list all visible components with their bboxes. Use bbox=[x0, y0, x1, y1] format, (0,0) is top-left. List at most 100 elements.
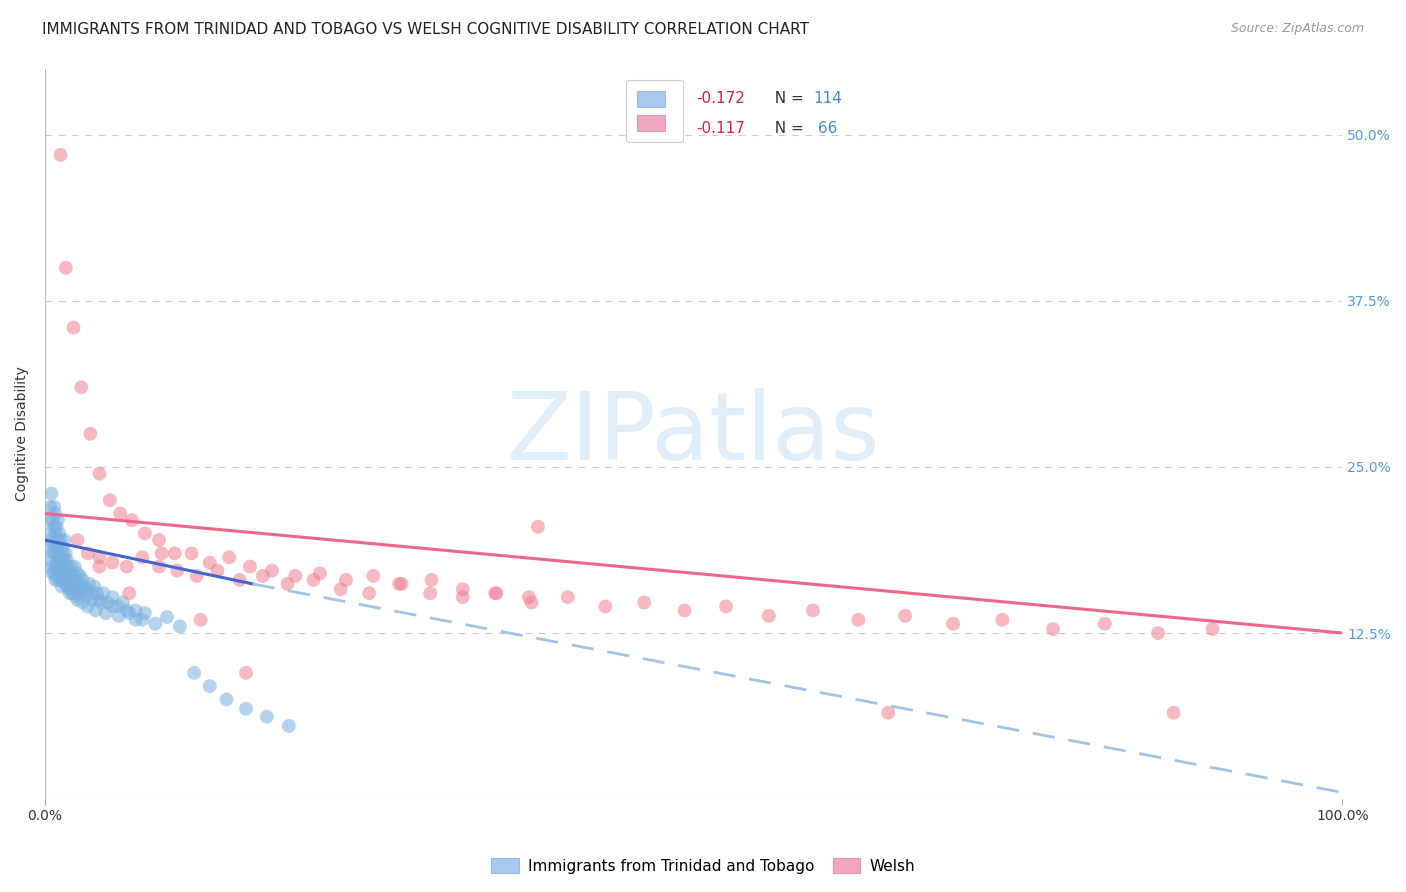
Text: -0.172: -0.172 bbox=[696, 91, 745, 105]
Point bbox=[256, 709, 278, 723]
Point bbox=[169, 619, 191, 633]
Point bbox=[484, 586, 506, 600]
Point bbox=[118, 606, 141, 620]
Legend: Immigrants from Trinidad and Tobago, Welsh: Immigrants from Trinidad and Tobago, Wel… bbox=[485, 852, 921, 880]
Point bbox=[115, 559, 138, 574]
Point bbox=[163, 546, 186, 560]
Point bbox=[66, 566, 89, 581]
Text: 114: 114 bbox=[813, 91, 842, 105]
Point bbox=[1201, 622, 1223, 636]
Point bbox=[46, 513, 69, 527]
Point bbox=[55, 260, 77, 275]
Point bbox=[55, 546, 77, 560]
Point bbox=[89, 467, 111, 481]
Point bbox=[517, 590, 540, 604]
Text: ZIPatlas: ZIPatlas bbox=[506, 388, 880, 480]
Point bbox=[359, 586, 381, 600]
Point bbox=[42, 500, 65, 514]
Point bbox=[38, 553, 60, 567]
Point bbox=[991, 613, 1014, 627]
Point bbox=[55, 569, 77, 583]
Point bbox=[53, 573, 76, 587]
Point bbox=[84, 603, 107, 617]
Point bbox=[335, 573, 357, 587]
Point bbox=[59, 580, 82, 594]
Point bbox=[143, 616, 166, 631]
Point bbox=[45, 540, 67, 554]
Point bbox=[277, 577, 299, 591]
Point bbox=[150, 546, 173, 560]
Text: N =: N = bbox=[765, 121, 808, 136]
Point bbox=[156, 610, 179, 624]
Point bbox=[46, 553, 69, 567]
Point bbox=[125, 603, 148, 617]
Point bbox=[96, 595, 118, 609]
Point bbox=[942, 616, 965, 631]
Point bbox=[1042, 622, 1064, 636]
Point bbox=[1094, 616, 1116, 631]
Point bbox=[134, 606, 156, 620]
Point bbox=[42, 546, 65, 560]
Point bbox=[90, 595, 112, 609]
Point bbox=[53, 553, 76, 567]
Point bbox=[388, 577, 411, 591]
Point bbox=[183, 665, 205, 680]
Point bbox=[62, 320, 84, 334]
Point bbox=[419, 586, 441, 600]
Point bbox=[42, 566, 65, 581]
Point bbox=[46, 553, 69, 567]
Point bbox=[67, 580, 90, 594]
Point bbox=[595, 599, 617, 614]
Point bbox=[118, 586, 141, 600]
Point bbox=[758, 608, 780, 623]
Point bbox=[45, 566, 67, 581]
Point bbox=[98, 493, 121, 508]
Point bbox=[180, 546, 202, 560]
Point bbox=[451, 582, 474, 597]
Point bbox=[260, 564, 283, 578]
Point bbox=[63, 559, 86, 574]
Point bbox=[110, 507, 132, 521]
Point bbox=[44, 507, 66, 521]
Point bbox=[198, 679, 221, 693]
Point bbox=[48, 526, 70, 541]
Point bbox=[49, 553, 72, 567]
Point bbox=[277, 719, 299, 733]
Point bbox=[42, 566, 65, 581]
Point bbox=[48, 569, 70, 583]
Point bbox=[101, 599, 124, 614]
Point bbox=[131, 550, 153, 565]
Legend: , : , bbox=[627, 79, 683, 142]
Point bbox=[66, 592, 89, 607]
Point bbox=[101, 590, 124, 604]
Point bbox=[235, 665, 257, 680]
Point bbox=[44, 546, 66, 560]
Point bbox=[218, 550, 240, 565]
Point bbox=[894, 608, 917, 623]
Point bbox=[215, 692, 238, 706]
Point bbox=[72, 595, 94, 609]
Point bbox=[83, 580, 105, 594]
Point bbox=[94, 606, 117, 620]
Point bbox=[53, 575, 76, 590]
Point bbox=[148, 533, 170, 547]
Point bbox=[39, 500, 62, 514]
Point bbox=[42, 513, 65, 527]
Y-axis label: Cognitive Disability: Cognitive Disability bbox=[15, 367, 30, 501]
Text: -0.117: -0.117 bbox=[696, 121, 745, 136]
Point bbox=[62, 580, 84, 594]
Point bbox=[51, 580, 73, 594]
Point bbox=[198, 556, 221, 570]
Point bbox=[107, 599, 129, 614]
Point bbox=[302, 573, 325, 587]
Point bbox=[121, 513, 143, 527]
Point bbox=[361, 569, 384, 583]
Point bbox=[111, 595, 134, 609]
Point bbox=[65, 573, 87, 587]
Point bbox=[70, 582, 93, 597]
Point bbox=[125, 613, 148, 627]
Point bbox=[42, 520, 65, 534]
Point bbox=[228, 573, 250, 587]
Point bbox=[86, 586, 108, 600]
Point bbox=[65, 582, 87, 597]
